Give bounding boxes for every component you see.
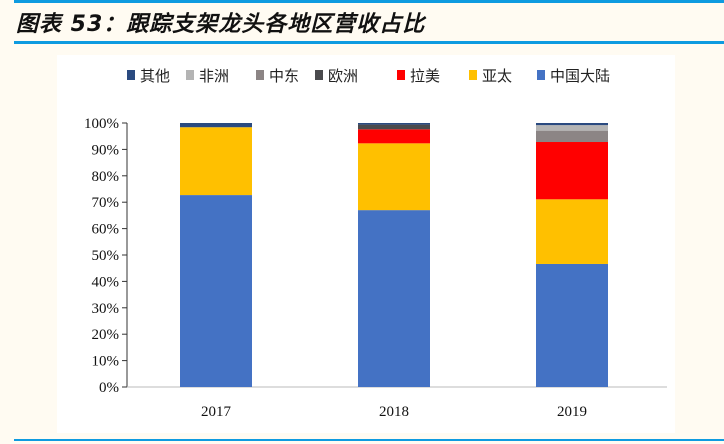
legend-label: 拉美 [410,67,440,85]
y-tick-label: 20% [92,327,120,343]
y-tick-label: 100% [84,116,119,132]
bar-segment [536,123,608,126]
top-rule [14,0,724,3]
bar-segment [536,130,608,143]
legend-label: 非洲 [199,67,229,85]
y-tick-label: 60% [92,222,120,238]
y-tick-label: 70% [92,195,120,211]
bar-segment [358,143,430,211]
legend-swatch [186,70,194,80]
bar-segment [358,129,430,144]
bar-segment [536,199,608,264]
bar-segment [180,195,252,387]
y-tick-label: 30% [92,301,120,317]
bar-segment [180,127,252,196]
bar-segment [180,123,252,128]
legend-label: 亚太 [482,67,512,85]
legend-swatch [469,70,477,80]
legend-label: 中东 [269,67,299,85]
bar-segment [358,123,430,125]
legend-label: 欧洲 [328,67,358,85]
chart: 0% 10% 20% 30% 40% 50% 60% 70% 80% 90% 100% 2017 201… [57,55,675,433]
chart-title: 图表 53：跟踪支架龙头各地区营收占比 [16,12,426,37]
bar-segment [358,210,430,387]
x-tick-label: 2018 [379,404,409,420]
legend-swatch [256,70,264,80]
y-tick-label: 10% [92,354,120,370]
legend-swatch [537,70,545,80]
legend-swatch [397,70,405,80]
y-tick-label: 90% [92,142,120,158]
bar-segment [536,125,608,131]
y-tick-label: 50% [92,248,120,264]
legend-label: 中国大陆 [550,67,610,85]
title-rule [14,41,724,44]
bar-segment [536,142,608,200]
legend-swatch [315,70,323,80]
y-tick-label: 80% [92,169,120,185]
y-tick-label: 0% [99,380,119,396]
x-tick-label: 2017 [201,404,232,420]
legend-swatch [127,70,135,80]
y-tick-label: 40% [92,274,120,290]
legend-label: 其他 [140,67,170,85]
bar-segment [536,263,608,387]
bottom-rule [14,439,724,441]
bar-segment [358,124,430,130]
x-tick-label: 2019 [557,404,587,420]
